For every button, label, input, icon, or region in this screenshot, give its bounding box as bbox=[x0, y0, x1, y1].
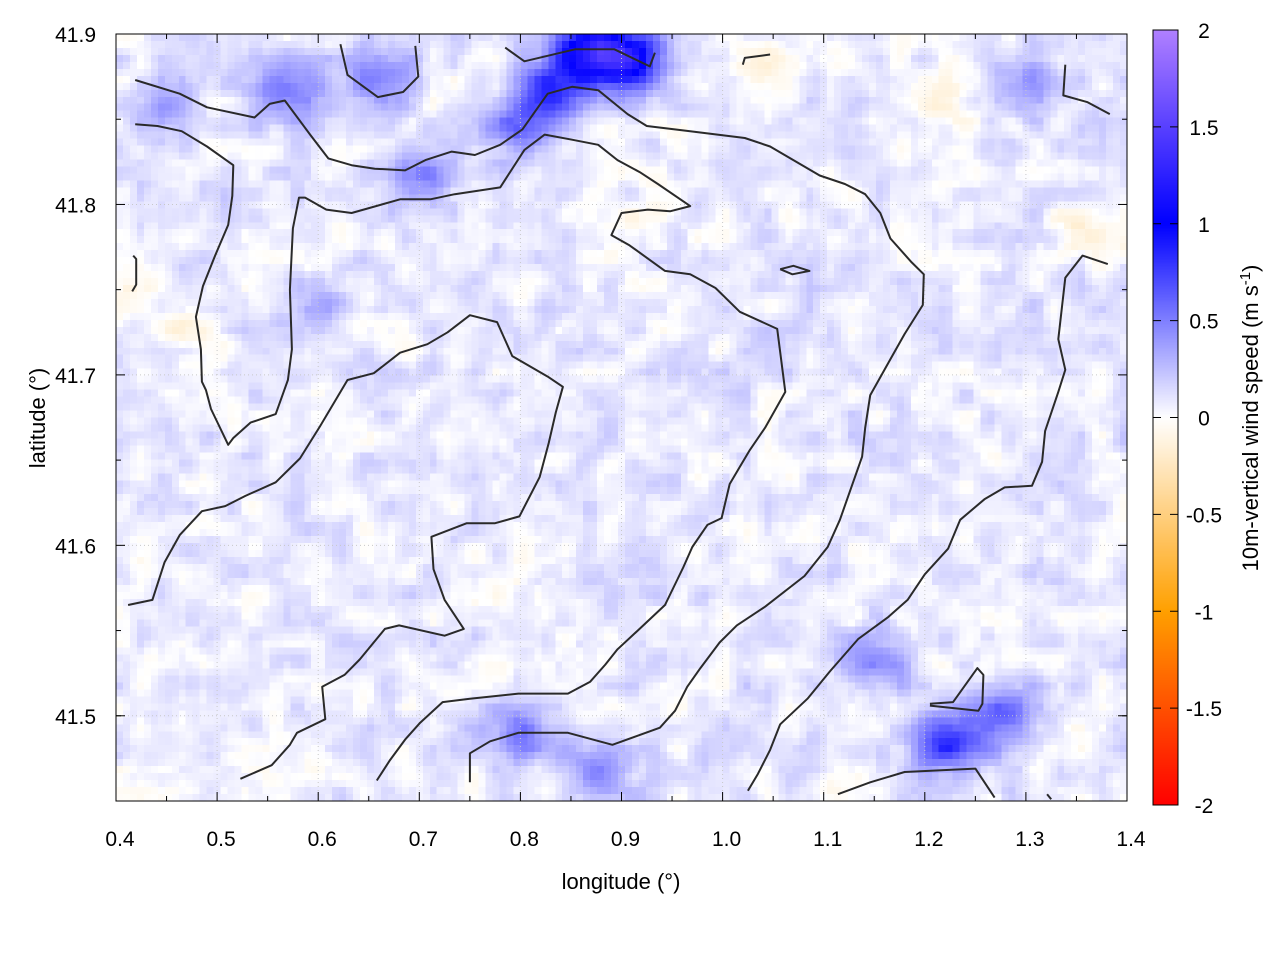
x-tick-label: 1.1 bbox=[813, 828, 842, 851]
x-tick-label: 0.7 bbox=[409, 828, 438, 851]
contour-line bbox=[127, 314, 564, 780]
colorbar-tick-label: 1.5 bbox=[1189, 117, 1218, 140]
colorbar-tick-label: -1 bbox=[1195, 601, 1214, 624]
x-tick-label: 0.5 bbox=[206, 828, 235, 851]
colorbar-tick-label: -1.5 bbox=[1186, 698, 1222, 721]
contours bbox=[127, 43, 1111, 800]
contour-line bbox=[131, 254, 138, 292]
colorbar-tick-label: 0 bbox=[1198, 408, 1210, 431]
x-tick-label: 0.4 bbox=[105, 828, 135, 851]
contour-line bbox=[1062, 64, 1111, 115]
x-tick-label: 0.6 bbox=[308, 828, 337, 851]
x-tick-label: 0.8 bbox=[510, 828, 539, 851]
contour-line bbox=[929, 667, 985, 712]
colorbar-tick-label: 0.5 bbox=[1189, 311, 1218, 334]
y-tick-label: 41.6 bbox=[55, 535, 96, 558]
colorbar-tick-label: 2 bbox=[1198, 20, 1210, 43]
y-tick-labels: 41.5 41.6 41.7 41.8 41.9 bbox=[55, 24, 96, 729]
axis-ticks bbox=[115, 33, 1128, 801]
colorbar-label: 10m-vertical wind speed (m s-1) bbox=[1237, 265, 1263, 572]
x-axis-label: longitude (°) bbox=[562, 869, 681, 894]
contour-line bbox=[339, 43, 420, 99]
grid bbox=[116, 34, 1127, 801]
contour-line bbox=[837, 767, 996, 799]
x-tick-label: 1.4 bbox=[1116, 828, 1146, 851]
colorbar-tick-label: -0.5 bbox=[1186, 504, 1222, 527]
contour-line bbox=[135, 123, 787, 782]
y-tick-label: 41.9 bbox=[55, 24, 96, 47]
x-tick-label: 0.9 bbox=[611, 828, 640, 851]
contour-line bbox=[134, 79, 925, 783]
y-tick-label: 41.7 bbox=[55, 365, 96, 388]
x-tick-labels: 0.4 0.5 0.6 0.7 0.8 0.9 1.0 1.1 1.2 1.3 1.4 bbox=[105, 828, 1146, 851]
x-tick-label: 1.3 bbox=[1015, 828, 1044, 851]
x-tick-label: 1.0 bbox=[712, 828, 741, 851]
y-tick-label: 41.5 bbox=[55, 706, 96, 729]
y-tick-label: 41.8 bbox=[55, 194, 96, 217]
contour-line bbox=[747, 254, 1109, 792]
colorbar-ticks: 2 1.5 1 0.5 0 -0.5 -1 -1.5 -2 bbox=[1153, 20, 1222, 818]
contour-line bbox=[1046, 793, 1052, 800]
colorbar-tick-label: 1 bbox=[1198, 214, 1210, 237]
x-tick-label: 1.2 bbox=[914, 828, 943, 851]
colorbar-tick-label: -2 bbox=[1195, 795, 1214, 818]
contour-line bbox=[504, 46, 656, 68]
contour-line bbox=[779, 264, 811, 276]
contour-line bbox=[741, 53, 771, 65]
y-axis-label: latitude (°) bbox=[25, 368, 50, 469]
